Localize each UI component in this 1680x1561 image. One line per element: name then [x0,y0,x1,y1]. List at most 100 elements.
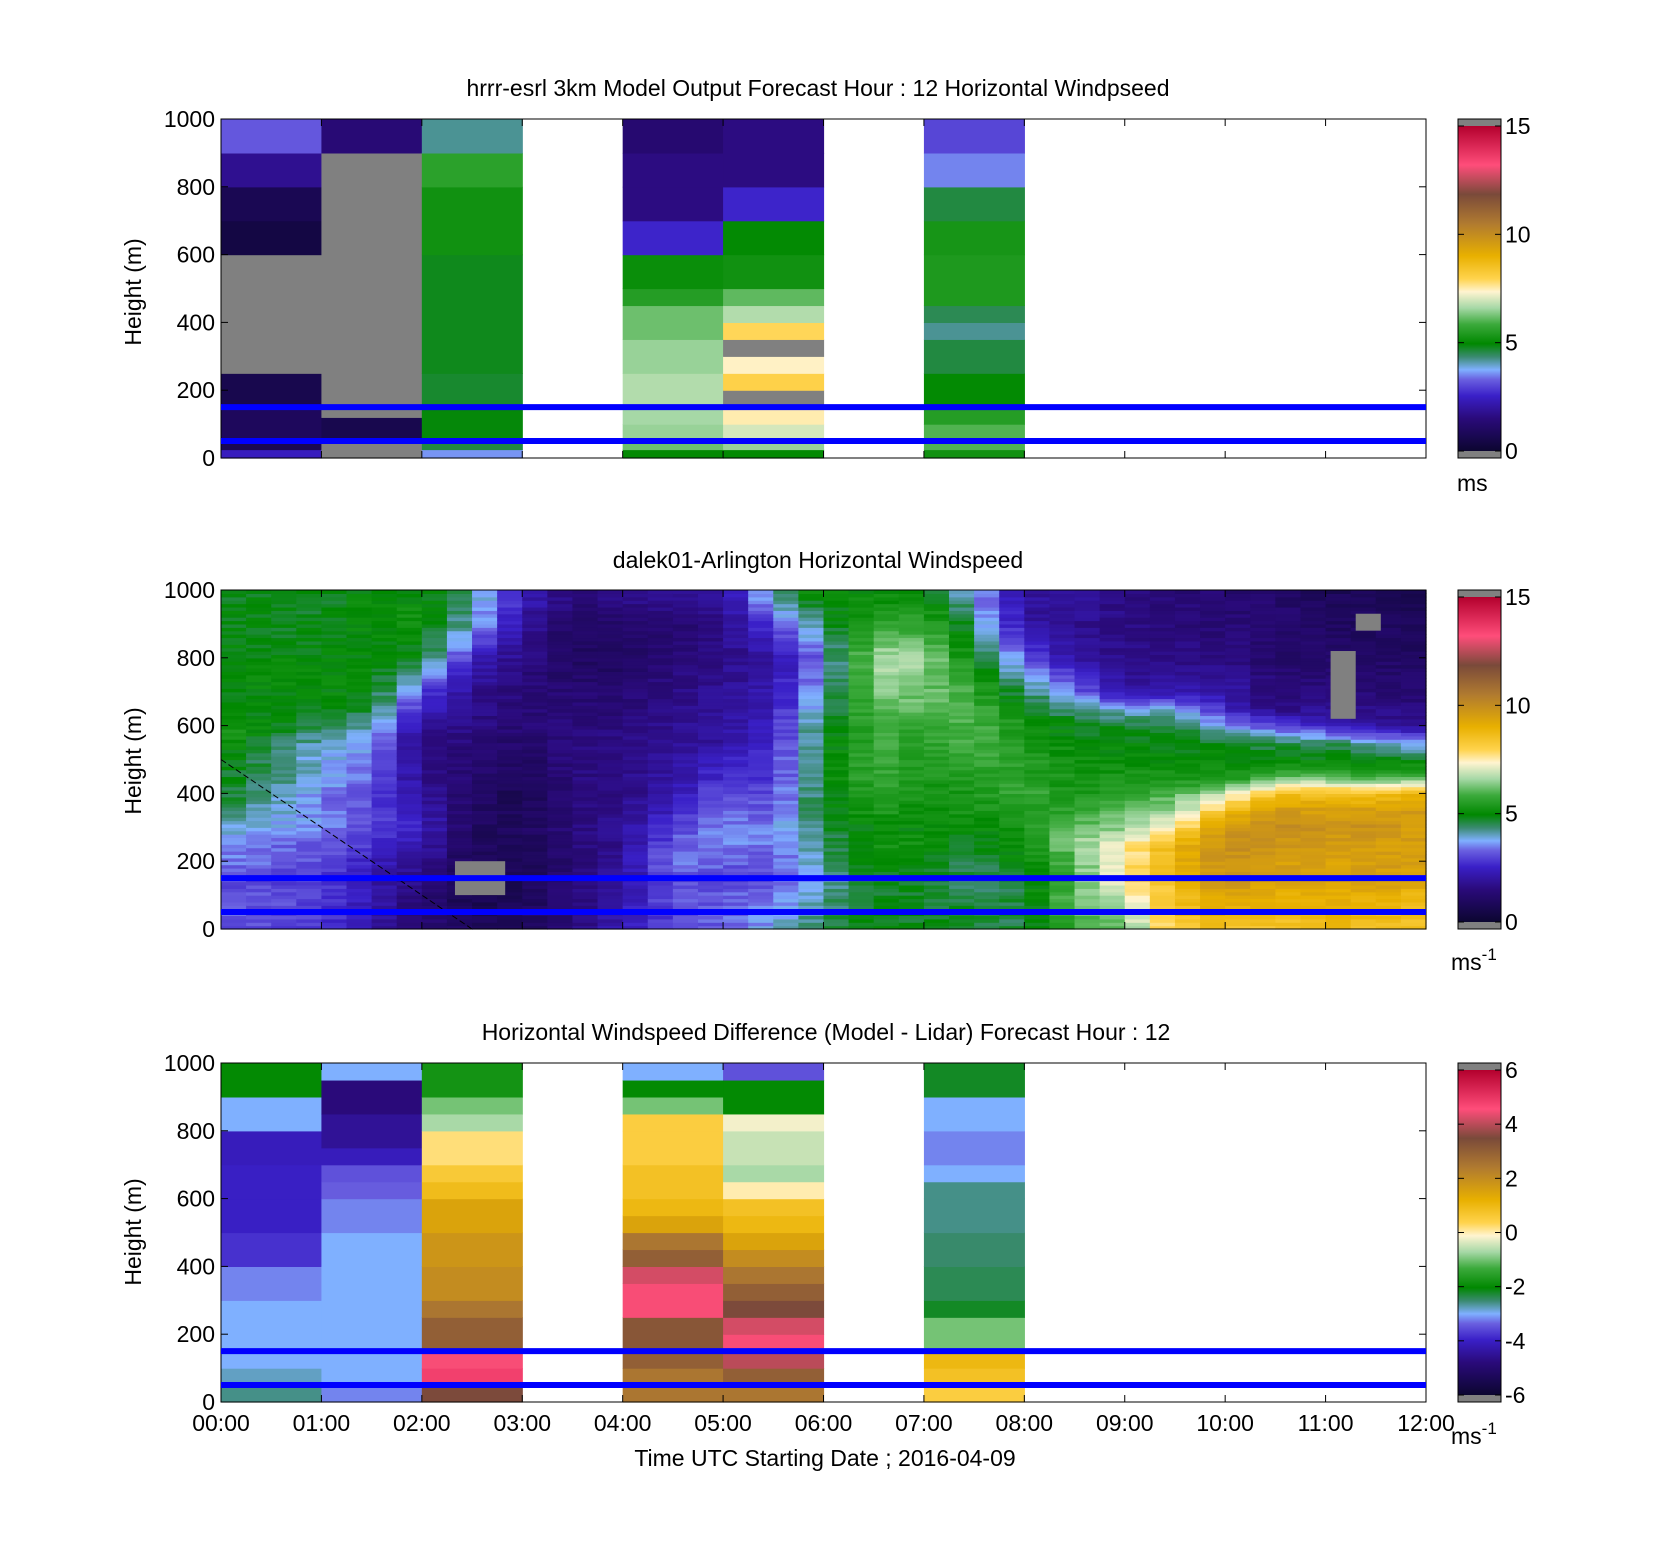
heatmap-cell [848,657,875,662]
heatmap-cell [723,634,749,639]
heatmap-cell [672,776,699,781]
heatmap-cell [823,854,850,859]
heatmap-cell [421,664,448,669]
heatmap-cell [1250,725,1276,730]
heatmap-cell [773,766,799,771]
heatmap-cell [898,647,925,652]
heatmap-cell [597,739,624,744]
heatmap-cell [622,596,649,601]
heatmap-cell [1250,861,1276,866]
heatmap-cell [396,627,423,632]
heatmap-cell [522,861,548,866]
heatmap-cell [1325,922,1352,927]
heatmap-cell [522,881,548,886]
heatmap-cell [1275,881,1302,886]
heatmap-cell [1124,915,1151,920]
heatmap-cell [949,667,975,672]
heatmap-cell [697,667,724,672]
heatmap-cell [1049,881,1076,886]
heatmap-cell [999,796,1025,801]
heatmap-cell [321,806,348,811]
colorbar-missing-top [1458,119,1501,126]
heatmap-cell [547,810,574,815]
heatmap-cell [1024,705,1051,710]
heatmap-cell [1275,823,1302,828]
heatmap-cell [572,705,599,710]
heatmap-cell [748,603,774,608]
heatmap-cell [672,769,699,774]
heatmap-cell [1124,712,1151,717]
heatmap-cell [522,840,548,845]
heatmap-cell [547,691,574,696]
heatmap-cell [1024,898,1051,903]
heatmap-cell [773,861,799,866]
heatmap-cell [296,603,323,608]
heatmap-cell [1174,823,1201,828]
heatmap-cell [999,901,1025,906]
heatmap-cell [497,851,523,856]
heatmap-cell [597,793,624,798]
heatmap-cell [371,695,398,700]
heatmap-cell [321,888,348,893]
heatmap-cell [221,603,247,608]
heatmap-cell [1350,657,1377,662]
heatmap-cell [421,827,448,832]
heatmap-cell [497,712,523,717]
heatmap-cell [1024,684,1051,689]
heatmap-cell [622,749,649,754]
heatmap-cell [1049,613,1076,618]
heatmap-cell [1225,678,1251,683]
heatmap-cell [371,922,398,927]
heatmap-cell [798,661,825,666]
heatmap-cell [723,356,825,374]
heatmap-cell [873,823,900,828]
heatmap-cell [923,613,950,618]
heatmap-cell [923,715,950,720]
heatmap-cell [1049,915,1076,920]
heatmap-cell [396,620,423,625]
heatmap-cell [823,593,850,598]
heatmap-cell [396,640,423,645]
heatmap-cell [1099,895,1126,900]
heatmap-cell [396,820,423,825]
heatmap-cell [773,637,799,642]
heatmap-cell [246,613,272,618]
heatmap-cell [1149,664,1176,669]
heatmap-cell [1200,871,1226,876]
heatmap-cell [221,651,247,656]
heatmap-cell [999,644,1025,649]
heatmap-cell [949,725,975,730]
heatmap-cell [873,678,900,683]
heatmap-cell [898,695,925,700]
heatmap-cell [1275,884,1302,889]
heatmap-cell [1200,644,1226,649]
heatmap-cell [1124,634,1151,639]
heatmap-cell [321,881,348,886]
heatmap-cell [321,417,423,442]
heatmap-cell [974,779,1000,784]
heatmap-cell [1275,871,1302,876]
heatmap-cell [522,623,548,628]
heatmap-cell [547,806,574,811]
heatmap-cell [1400,854,1427,859]
heatmap-cell [823,891,850,896]
heatmap-cell [421,820,448,825]
heatmap-cell [597,640,624,645]
heatmap-cell [446,823,473,828]
heatmap-cell [1024,735,1051,740]
heatmap-cell [547,698,574,703]
heatmap-cell [773,654,799,659]
heatmap-cell [873,712,900,717]
heatmap-cell [773,657,799,662]
heatmap-cell [371,735,398,740]
heatmap-cell [497,718,523,723]
heatmap-cell [221,834,247,839]
heatmap-cell [723,152,825,188]
heatmap-cell [346,779,373,784]
heatmap-cell [873,844,900,849]
heatmap-cell [1250,735,1276,740]
heatmap-cell [296,688,323,693]
heatmap-cell [848,854,875,859]
heatmap-cell [1074,606,1101,611]
heatmap-cell [949,620,975,625]
